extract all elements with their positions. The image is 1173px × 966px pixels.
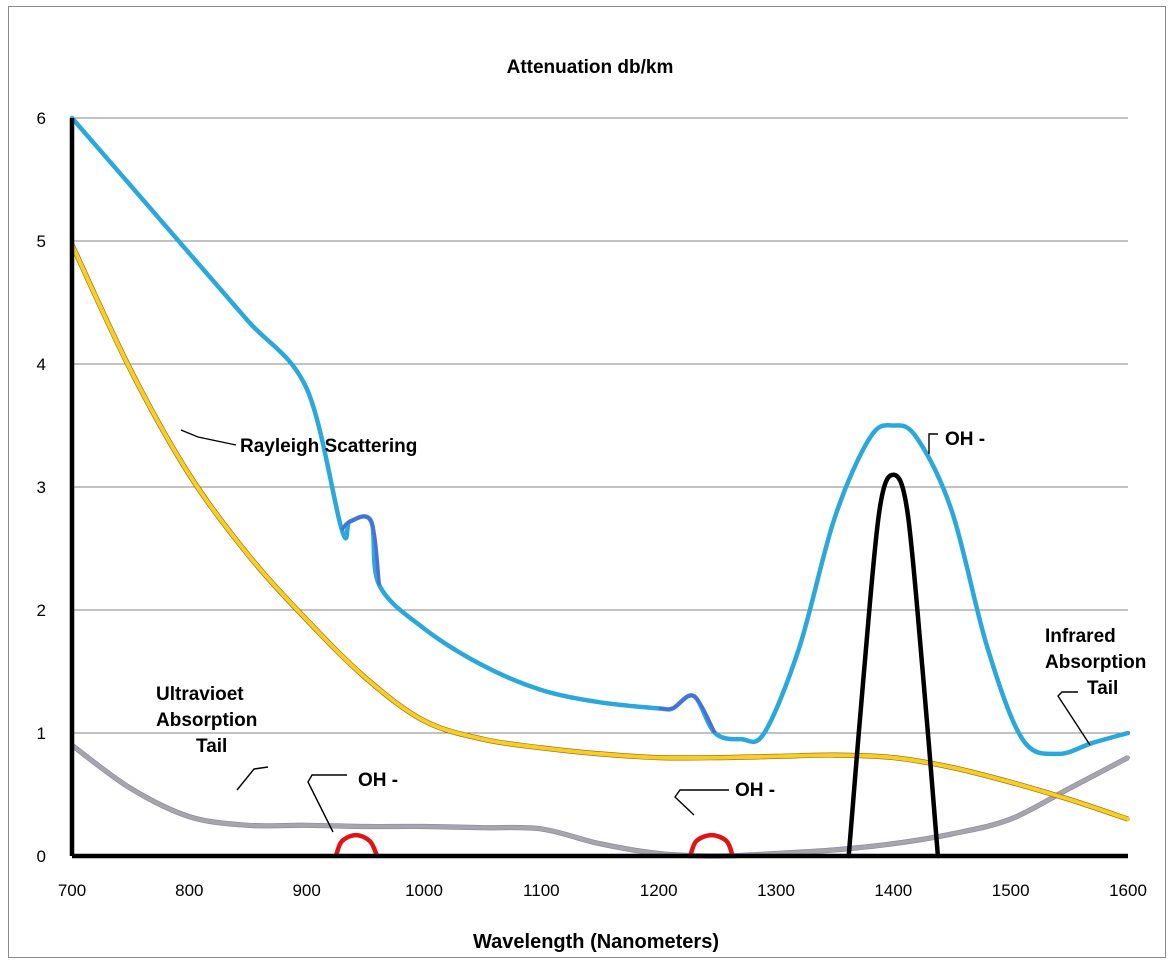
annotation-label: Infrared Absorption Tail	[1045, 626, 1146, 699]
annotation-leader	[236, 766, 269, 791]
series-line-rayleigh	[70, 242, 1130, 822]
y-tick-label: 2	[37, 601, 46, 620]
annotation-leader	[307, 774, 347, 833]
y-tick-label: 0	[37, 847, 46, 866]
y-tick-label: 5	[37, 232, 46, 251]
y-tick-label: 3	[37, 478, 46, 497]
series-line-oh_bump_1245	[688, 832, 735, 859]
grid-layer	[72, 117, 1128, 734]
annotation-label: OH -	[945, 429, 985, 450]
y-tick-label: 4	[37, 355, 46, 374]
annotation-leader	[674, 789, 729, 816]
series-highlight-2	[658, 693, 717, 734]
x-tick-label: 1500	[992, 881, 1030, 900]
x-tick-label: 1300	[757, 881, 795, 900]
x-tick-label: 800	[175, 881, 203, 900]
series-line-uv_ir	[70, 743, 1130, 858]
x-axis-label: Wavelength (Nanometers)	[473, 931, 719, 953]
y-tick-label: 1	[37, 724, 46, 743]
annotation-leader	[180, 429, 237, 446]
annotation-label: OH -	[358, 770, 398, 791]
annotation-layer: Rayleigh Scattering OH - Infrared Absorptio…	[156, 429, 1146, 833]
y-tick-label: 6	[37, 109, 46, 128]
annotation-label: Ultravioet Absorption Tail	[156, 684, 257, 757]
annotation-label: Rayleigh Scattering	[240, 436, 417, 457]
x-tick-label: 900	[292, 881, 320, 900]
x-tick-label: 700	[58, 881, 86, 900]
annotation-leader	[928, 433, 938, 454]
x-tick-label: 1200	[640, 881, 678, 900]
series-line-oh_bump_940	[333, 832, 380, 859]
chart-frame	[8, 6, 1166, 958]
x-tick-label: 1100	[523, 881, 560, 900]
annotation-leader	[1057, 691, 1091, 746]
x-tick-label: 1400	[874, 881, 912, 900]
axis-layer: 0 1 2 3 4 5 6 700 800 900 1000 1100 1200 1300 1400 1500…	[37, 109, 1147, 900]
series-layer	[69, 115, 1131, 859]
series-line-uv_ir-outline	[70, 743, 1130, 859]
chart-title: Attenuation db/km	[507, 57, 674, 78]
annotation-label: OH -	[735, 780, 775, 801]
x-tick-label: 1000	[405, 881, 443, 900]
series-line-oh_peak_1400	[846, 472, 941, 859]
x-tick-label: 1600	[1109, 881, 1147, 900]
series-highlight-1	[340, 514, 382, 586]
